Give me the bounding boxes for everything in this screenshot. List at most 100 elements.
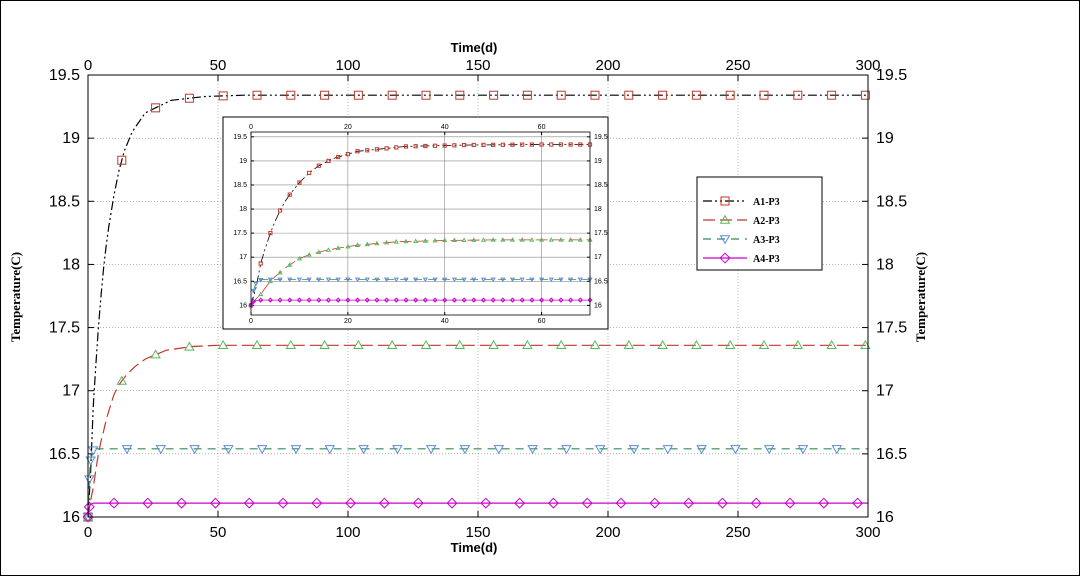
- series-marker-A2-P3: [461, 237, 467, 242]
- series-marker-A1-P3: [353, 90, 363, 100]
- series-marker-A1-P3: [268, 231, 273, 236]
- series-marker-A3-P3: [529, 277, 535, 283]
- series-marker-A4-P3: [490, 297, 496, 303]
- series-marker-A1-P3: [759, 90, 769, 100]
- series-marker-A4-P3: [500, 297, 506, 303]
- series-marker-A2-P3: [422, 238, 428, 243]
- series-marker-A1-P3: [578, 142, 583, 147]
- legend-marker-A4-P3: [719, 252, 731, 264]
- series-marker-A4-P3: [750, 497, 762, 509]
- x-tick-label-top: 250: [725, 57, 750, 74]
- series-marker-A1-P3: [374, 147, 380, 152]
- series-marker-A1-P3: [471, 142, 476, 148]
- series-marker-A2-P3: [184, 341, 195, 351]
- series-marker-A3-P3: [325, 277, 332, 283]
- series-marker-A1-P3: [452, 143, 457, 148]
- series-marker-A3-P3: [358, 445, 369, 455]
- series-marker-A3-P3: [432, 277, 438, 283]
- series-marker-A3-P3: [87, 446, 99, 456]
- series-marker-A3-P3: [121, 445, 133, 455]
- series-marker-A3-P3: [442, 277, 448, 283]
- series-marker-A2-P3: [267, 278, 273, 284]
- series-marker-A3-P3: [461, 277, 467, 283]
- series-marker-A4-P3: [325, 297, 332, 303]
- series-marker-A4-P3: [142, 497, 154, 509]
- series-marker-A3-P3: [256, 445, 268, 455]
- series-marker-A2-P3: [509, 237, 516, 242]
- inset-plot-border: [250, 131, 591, 316]
- series-marker-A3-P3: [413, 277, 419, 283]
- x-tick-label-bottom: 40: [441, 318, 449, 325]
- x-tick-label-top: 100: [335, 57, 360, 74]
- series-marker-A3-P3: [189, 445, 200, 455]
- series-marker-A1-P3: [529, 142, 534, 147]
- series-marker-A4-P3: [296, 297, 303, 303]
- series-marker-A3-P3: [628, 445, 640, 455]
- y-tick-label-left: 17.5: [233, 230, 247, 237]
- main-series: [82, 90, 871, 523]
- legend-label-A3-P3: A3-P3: [753, 235, 780, 246]
- y-tick-label-left: 16.5: [49, 446, 80, 463]
- series-marker-A2-P3: [577, 237, 583, 242]
- series-marker-A3-P3: [258, 278, 264, 283]
- series-marker-A3-P3: [568, 277, 574, 283]
- series-marker-A2-P3: [345, 243, 351, 249]
- series-marker-A4-P3: [258, 297, 264, 303]
- series-marker-A1-P3: [691, 90, 701, 100]
- y-tick-label-left: 19: [239, 158, 247, 165]
- y-tick-label-left: 16.5: [233, 278, 247, 285]
- x-tick-label-bottom: 50: [210, 524, 227, 541]
- series-marker-A1-P3: [320, 90, 330, 100]
- y-tick-label-right: 17: [876, 383, 894, 400]
- x-tick-label-bottom: 300: [855, 524, 880, 541]
- series-marker-A2-P3: [500, 237, 506, 242]
- x-tick-label-top: 150: [465, 57, 490, 74]
- series-marker-A2-P3: [657, 339, 668, 349]
- series-marker-A4-P3: [615, 497, 627, 509]
- series-marker-A1-P3: [184, 93, 194, 103]
- legend-label-A1-P3: A1-P3: [753, 197, 780, 208]
- x-tick-label-bottom: 0: [249, 318, 253, 325]
- series-marker-A2-P3: [335, 245, 341, 250]
- y-axis-label-left: Temperature(C): [8, 252, 23, 342]
- series-marker-A1-P3: [520, 142, 525, 147]
- series-marker-A4-P3: [364, 297, 370, 303]
- series-marker-A1-P3: [316, 163, 321, 168]
- series-marker-A4-P3: [514, 497, 526, 509]
- series-marker-A4-P3: [461, 297, 467, 303]
- series-marker-A1-P3: [793, 90, 803, 100]
- series-marker-A1-P3: [481, 142, 486, 148]
- series-line-A4-P3: [88, 502, 868, 517]
- y-tick-label-left: 19: [62, 130, 80, 147]
- series-marker-A3-P3: [500, 277, 506, 283]
- series-marker-A4-P3: [277, 497, 289, 509]
- series-marker-A1-P3: [568, 142, 573, 147]
- series-marker-A2-P3: [522, 339, 533, 349]
- series-marker-A2-P3: [82, 511, 94, 521]
- series-marker-A3-P3: [267, 277, 273, 283]
- y-tick-label-left: 17: [239, 254, 247, 261]
- series-marker-A2-P3: [529, 237, 535, 242]
- series-marker-A2-P3: [555, 339, 567, 349]
- series-marker-A3-P3: [155, 445, 167, 455]
- series-marker-A2-P3: [354, 242, 361, 247]
- series-marker-A1-P3: [287, 192, 292, 197]
- y-tick-label-left: 17: [62, 383, 80, 400]
- series-marker-A3-P3: [490, 277, 496, 283]
- series-marker-A1-P3: [725, 90, 735, 100]
- series-marker-A4-P3: [446, 497, 458, 509]
- series-marker-A2-P3: [826, 339, 837, 349]
- series-marker-A3-P3: [538, 277, 545, 283]
- series-marker-A2-P3: [758, 339, 770, 349]
- series-marker-A3-P3: [374, 277, 380, 283]
- series-marker-A1-P3: [510, 142, 515, 147]
- series-marker-A4-P3: [287, 297, 293, 303]
- series-marker-A4-P3: [403, 297, 409, 303]
- x-tick-label-bottom: 20: [344, 318, 352, 325]
- series-marker-A1-P3: [489, 90, 499, 100]
- legend-marker-A2-P3: [719, 214, 731, 224]
- series-marker-A1-P3: [421, 90, 431, 100]
- series-marker-A1-P3: [286, 90, 296, 100]
